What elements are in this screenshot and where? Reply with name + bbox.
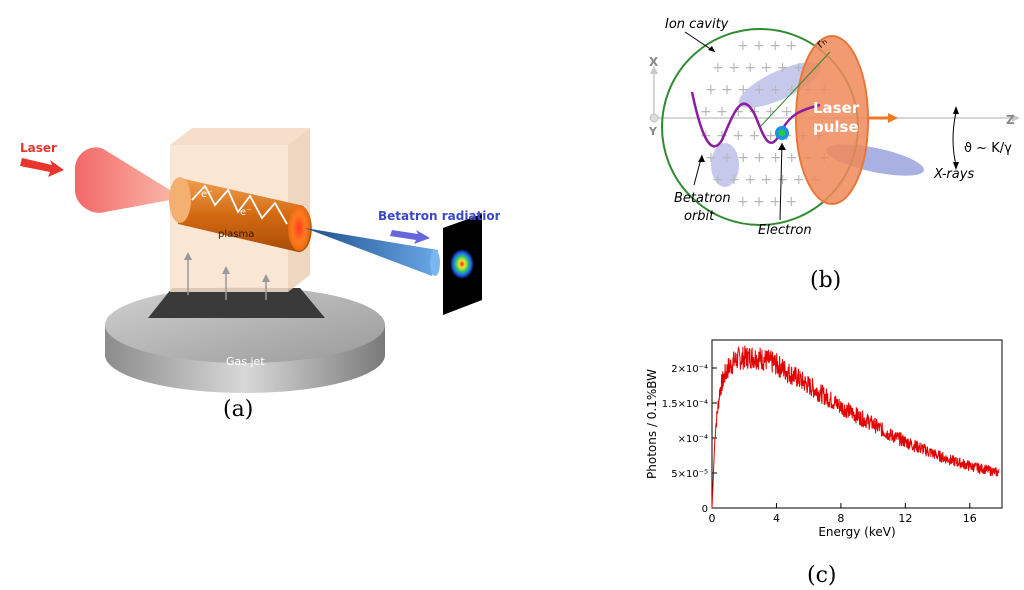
electron-label: e⁻ — [240, 207, 251, 218]
spectrum-series-line — [711, 345, 1000, 509]
detector-screen — [443, 214, 482, 315]
betatron-orbit-label-line2: orbit — [684, 209, 715, 224]
betatron-radiation-label: Betatron radiation — [378, 209, 500, 223]
xrays-label: X-rays — [933, 167, 974, 182]
betatron-orbit — [690, 91, 821, 148]
laser-label: Laser — [20, 141, 57, 155]
betatron-arrow — [390, 230, 430, 244]
y-tick-label: ×10⁻⁴ — [678, 434, 708, 445]
plasma-label: plasma — [218, 229, 254, 240]
angle-label: ϑ ~ K/γ — [964, 141, 1012, 156]
ion-cavity-label: Ion cavity — [665, 17, 729, 32]
rb-radius — [759, 51, 831, 128]
svg-text:+ + + +: + + + + — [737, 38, 797, 54]
svg-text:+ + + + + + + +: + + + + + + + + — [700, 128, 825, 144]
x-axis-title: Energy (keV) — [818, 525, 895, 539]
betatron-beam — [305, 228, 440, 276]
x-tick-label: 8 — [837, 512, 844, 525]
electron-label: e⁻ — [201, 189, 212, 200]
electron-trajectory — [191, 184, 288, 225]
xray-lobe — [738, 62, 822, 108]
panel-a-experimental-setup: Laser e⁻ e⁻ plasma Betatron radiation Ga… — [0, 0, 503, 440]
setup-illustration: Laser e⁻ e⁻ plasma Betatron radiation Ga… — [20, 128, 503, 393]
laser-pulse-label-line1: Laser — [813, 99, 860, 117]
svg-text:+ + + + + + +: + + + + + + + — [712, 60, 821, 76]
caption-b: (b) — [810, 268, 842, 293]
laser-pulse-label-line2: pulse — [813, 118, 859, 136]
y-tick-label: 1.5×10⁻⁴ — [662, 399, 708, 410]
laser-input — [20, 147, 170, 213]
caption-c: (c) — [807, 563, 837, 588]
svg-text:+ + + +: + + + + — [737, 194, 797, 210]
y-axis-title: Photons / 0.1%BW — [645, 369, 659, 479]
panel-b-bubble-regime: + + + + + + + + + + + + + + + + + + + + … — [620, 0, 1024, 305]
x-tick-label: 4 — [773, 512, 780, 525]
gas-jet-base — [105, 287, 385, 393]
gas-jet-label: Gas jet — [226, 355, 265, 368]
x-tick-label: 12 — [898, 512, 912, 525]
laser-pulse — [796, 36, 868, 204]
y-axis-label: Y — [648, 125, 658, 138]
plasma-channel — [169, 177, 312, 253]
caption-a: (a) — [223, 397, 254, 422]
xray-lobe — [711, 143, 739, 187]
x-tick-label: 16 — [963, 512, 977, 525]
y-tick-label: 5×10⁻⁵ — [671, 469, 708, 480]
z-axis-label: Z — [1006, 113, 1015, 127]
angle-arc — [952, 111, 957, 166]
plot-frame — [711, 339, 1003, 509]
electron-label: Electron — [758, 223, 812, 238]
spectrum-chart: 0 5×10⁻⁵ ×10⁻⁴ 1.5×10⁻⁴ 2×10⁻⁴ 0 4 8 12 16 Energ… — [645, 339, 1003, 539]
x-tick-label: 0 — [709, 512, 716, 525]
panel-c-spectrum: 0 5×10⁻⁵ ×10⁻⁴ 1.5×10⁻⁴ 2×10⁻⁴ 0 4 8 12 16 Energ… — [640, 330, 1024, 590]
x-axis-label: X — [649, 55, 659, 69]
bubble-diagram: + + + + + + + + + + + + + + + + + + + + … — [648, 17, 1020, 238]
electron-pointer — [779, 142, 783, 221]
y-tick-label: 0 — [702, 504, 708, 515]
betatron-orbit-label-line1: Betatron — [674, 191, 731, 206]
y-tick-label: 2×10⁻⁴ — [671, 364, 708, 375]
svg-text:+ + + + + + +: + + + + + + + — [712, 172, 821, 188]
